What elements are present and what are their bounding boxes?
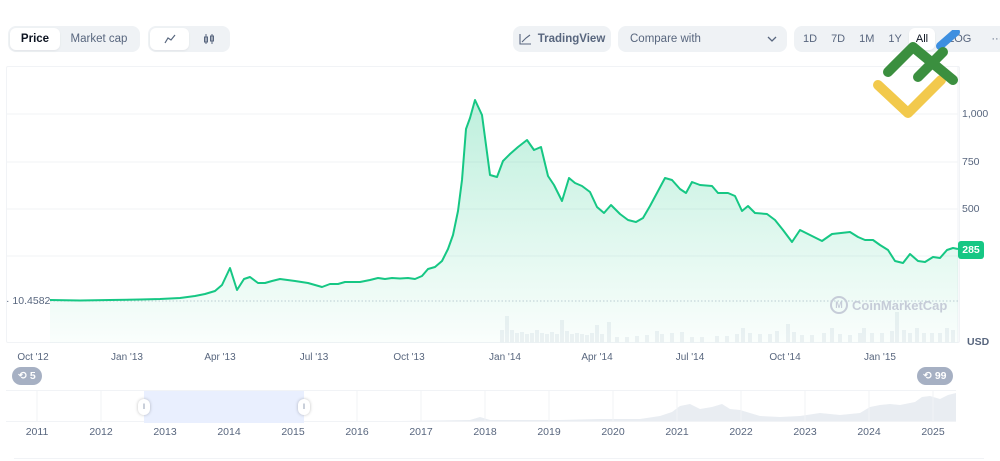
range-1d[interactable]: 1D	[803, 33, 818, 45]
year-label: 2025	[921, 426, 945, 438]
navigator-right-handle[interactable]: ‖	[298, 399, 310, 415]
year-label: 2013	[153, 426, 177, 438]
candlestick-icon	[203, 34, 214, 44]
tab-price[interactable]: Price	[10, 28, 60, 50]
x-tick: Apr '13	[204, 352, 236, 363]
year-label: 2024	[857, 426, 881, 438]
tradingview-label: TradingView	[537, 33, 606, 45]
range-1m[interactable]: 1M	[859, 33, 875, 45]
badge-count: 5	[29, 370, 36, 382]
more-options-button[interactable]: ···	[991, 33, 1000, 45]
divider	[14, 458, 984, 459]
tradingview-chart-icon	[519, 33, 531, 45]
year-label: 2022	[729, 426, 753, 438]
y-tick-750: 750	[962, 156, 980, 168]
navigator-selection[interactable]	[144, 391, 304, 423]
y-tick-500: 500	[962, 203, 980, 215]
chart-toolbar: Price Market cap TradingView Compare wit…	[0, 26, 1000, 54]
time-range-tabs: 1D 7D 1M 1Y All LOG ···	[794, 26, 1000, 52]
navigator-left-handle[interactable]: ‖	[138, 399, 150, 415]
events-badge-left[interactable]: ⟲ 5	[12, 367, 42, 385]
year-label: 2014	[217, 426, 241, 438]
chart-style-toggle	[148, 26, 230, 52]
watermark-text: CoinMarketCap	[852, 297, 948, 313]
price-area-fill	[50, 100, 958, 343]
year-label: 2023	[793, 426, 817, 438]
navigator-area	[6, 393, 956, 421]
candlestick-button[interactable]	[189, 28, 228, 50]
year-label: 2020	[601, 426, 625, 438]
range-navigator[interactable]: ‖ ‖	[6, 390, 956, 423]
x-tick: Oct '13	[393, 352, 425, 363]
brand-logo-icon	[873, 30, 960, 118]
line-chart-button[interactable]	[150, 28, 189, 50]
currency-label: USD	[967, 336, 990, 348]
x-tick: Jul '13	[299, 352, 329, 363]
x-tick: Oct '12	[17, 352, 49, 363]
price-line	[49, 99, 959, 302]
badge-count: 99	[934, 370, 947, 382]
base-price-label: · 10.4582	[6, 295, 51, 307]
x-tick: Jan '14	[489, 352, 521, 363]
year-label: 2011	[25, 426, 49, 438]
year-label: 2018	[473, 426, 497, 438]
events-badge-right[interactable]: ⟲ 99	[917, 367, 953, 385]
range-7d[interactable]: 7D	[831, 33, 846, 45]
base-price-value: 10.4582	[12, 295, 51, 307]
year-label: 2019	[537, 426, 561, 438]
compare-with-label: Compare with	[630, 33, 701, 45]
x-tick: Oct '14	[769, 352, 801, 363]
tab-market-cap[interactable]: Market cap	[70, 33, 128, 45]
range-1y[interactable]: 1Y	[888, 33, 902, 45]
y-tick-1000: 1,000	[962, 108, 989, 120]
coinmarketcap-logo-icon: M	[830, 296, 848, 314]
year-label: 2015	[281, 426, 305, 438]
x-tick: Jul '14	[675, 352, 705, 363]
x-tick: Apr '14	[581, 352, 613, 363]
compare-with-dropdown[interactable]: Compare with	[618, 26, 787, 52]
coinmarketcap-watermark: M CoinMarketCap	[830, 296, 947, 314]
chart-type-toggle: Price Market cap	[8, 26, 140, 52]
chevron-down-icon	[767, 36, 777, 42]
year-label: 2012	[89, 426, 113, 438]
x-tick: Jan '15	[864, 352, 896, 363]
current-price-tag: 285	[958, 241, 984, 259]
line-chart-icon	[163, 34, 175, 44]
year-label: 2016	[345, 426, 369, 438]
year-label: 2017	[409, 426, 433, 438]
x-tick: Jan '13	[111, 352, 143, 363]
tradingview-button[interactable]: TradingView	[513, 26, 611, 52]
year-label: 2021	[665, 426, 689, 438]
history-icon: ⟲	[923, 370, 932, 382]
history-icon: ⟲	[18, 370, 27, 382]
